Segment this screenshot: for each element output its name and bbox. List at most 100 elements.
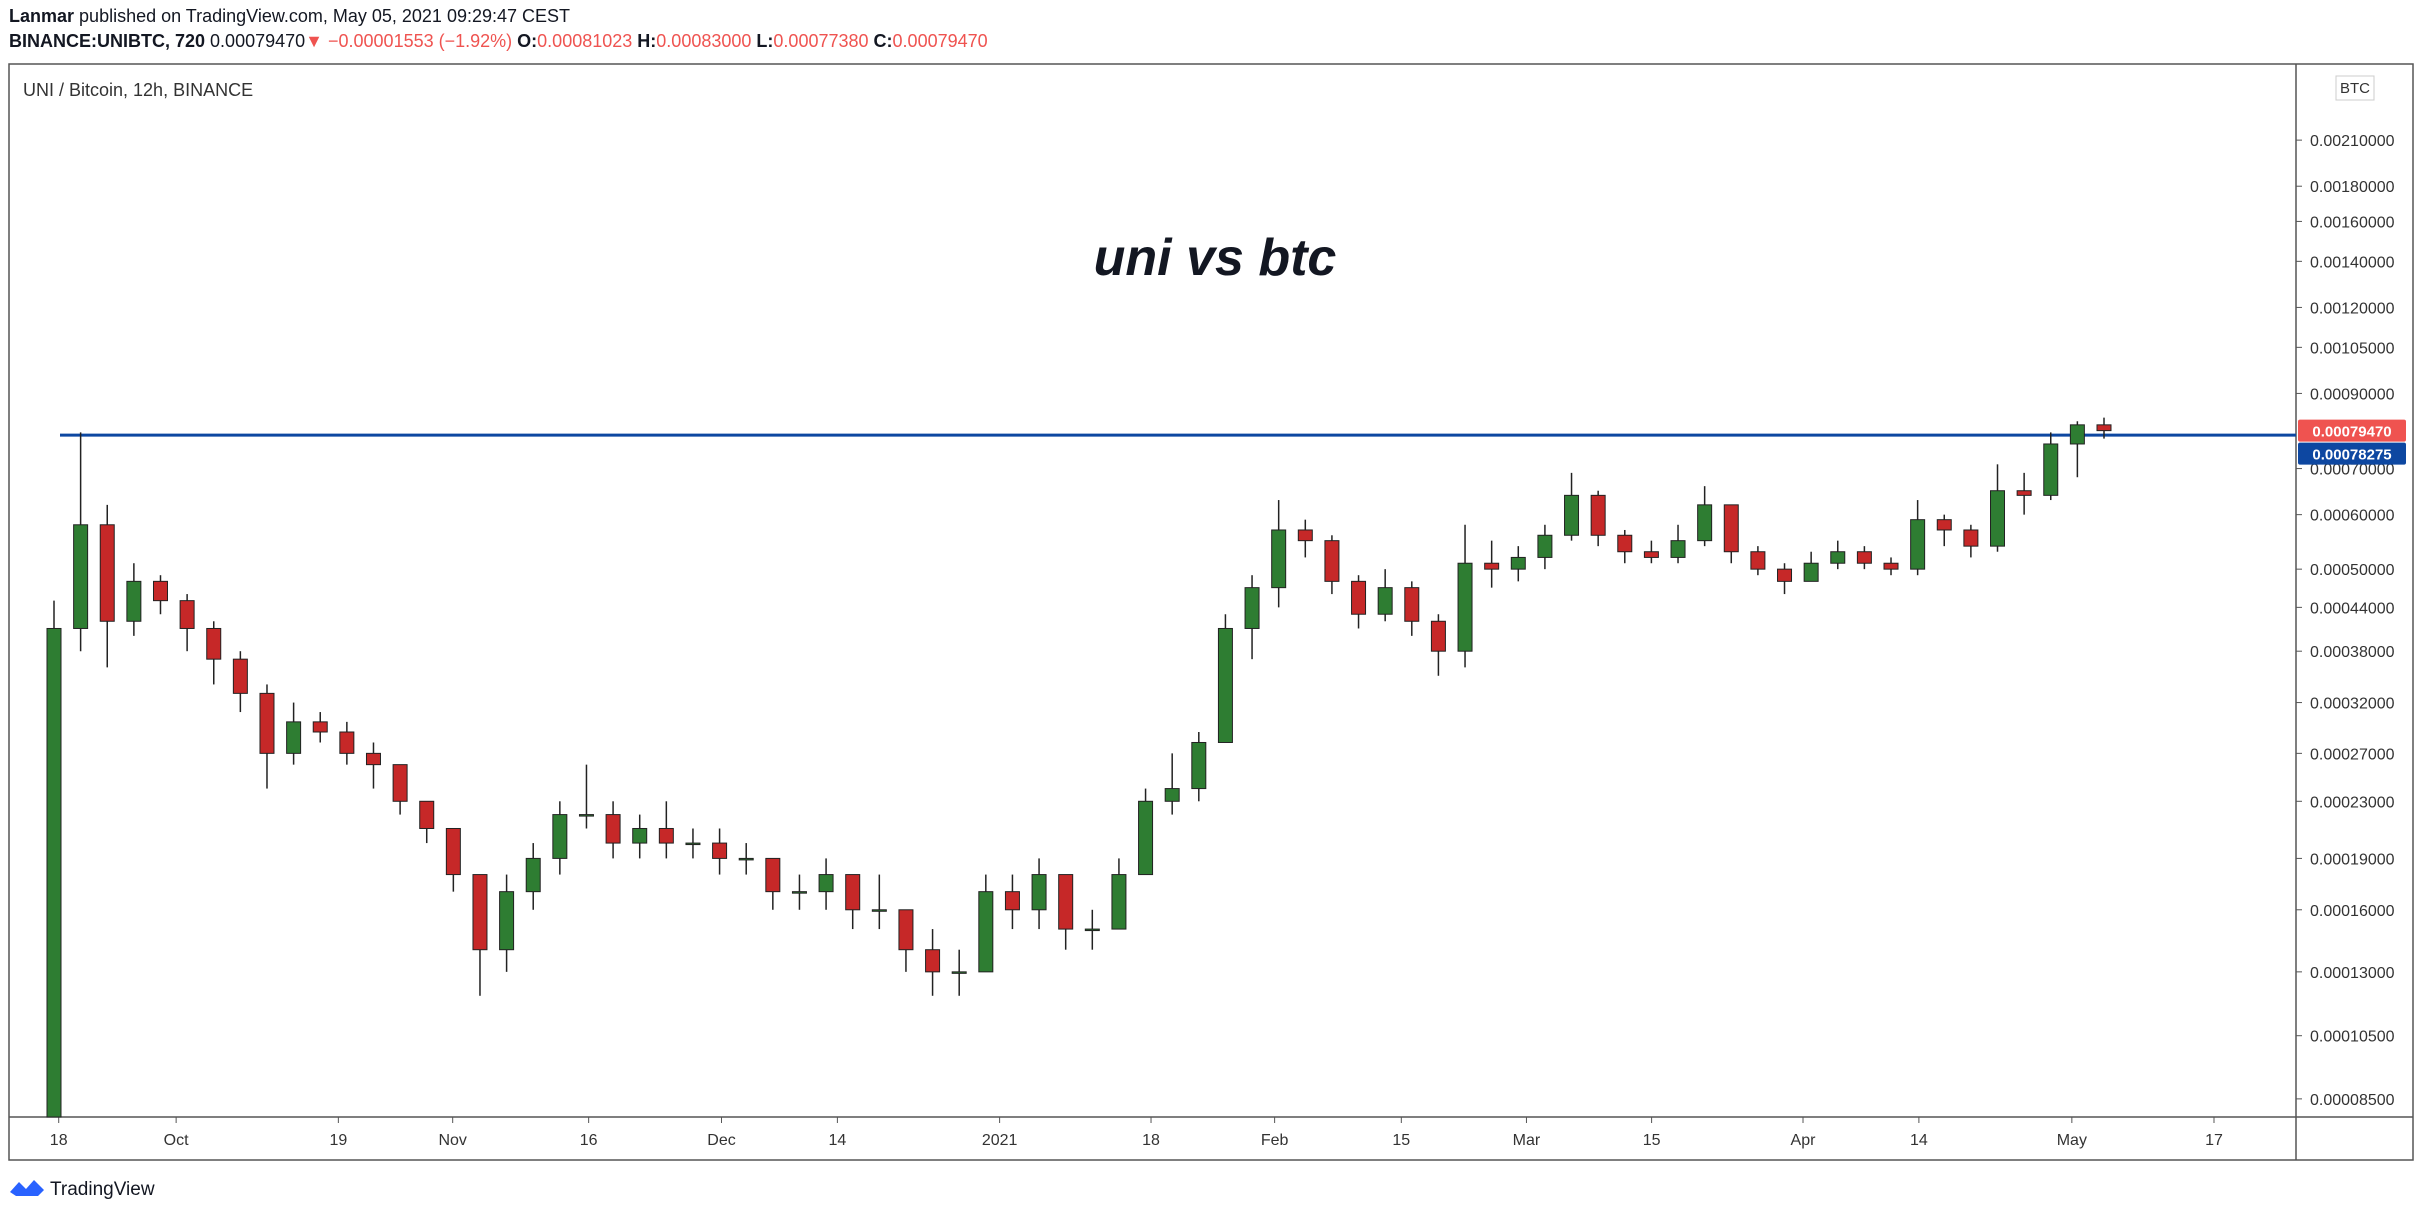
unit-box [2335,75,2375,101]
chart-title: UNI / Bitcoin, 12h, BINANCE [23,80,253,100]
y-tick-label: 0.00013000 [2310,965,2395,982]
ohlc-value: 0.00077380 [773,31,869,51]
y-tick-label: 0.00180000 [2310,179,2395,196]
y-tick-label: 0.00027000 [2310,746,2395,763]
candle-body [1271,529,1287,589]
candle-body [1830,551,1846,564]
y-tick-label: 0.00016000 [2310,903,2395,920]
candle-body [978,891,994,973]
candle-body [951,971,967,974]
candle-body [1510,556,1526,570]
candle-body [525,857,541,893]
annotation: uni vs btc [1094,229,1337,287]
candle-body [1670,540,1686,558]
author: Lanmar [9,6,75,26]
candle-body [898,909,914,951]
x-tick-label: Mar [1513,1132,1541,1149]
candle-body [1883,562,1899,570]
candle-body [1777,568,1793,582]
candle-body [1537,534,1553,558]
candle-body [445,827,461,876]
symbol: BINANCE:UNIBTC, 720 [9,31,206,51]
x-tick-label: May [2057,1132,2087,1149]
ohlc-value: 0.00083000 [656,31,752,51]
price-tag-label: 0.00078275 [2312,447,2391,464]
ohlc-key: C: [873,31,893,51]
candle-body [738,857,754,861]
x-tick-label: 15 [1643,1132,1661,1149]
candle-body [365,752,381,766]
x-tick-label: Oct [164,1132,189,1149]
y-tick-label: 0.00060000 [2310,508,2395,525]
candle-body [1457,562,1473,652]
candle-body [1191,741,1207,790]
y-tick-label: 0.00044000 [2310,600,2395,617]
candle-body [1004,891,1020,911]
header-line-2: BINANCE:UNIBTC, 720 0.00079470▼ −0.00001… [9,31,988,52]
price-tag-label: 0.00079470 [2312,424,2391,441]
x-tick-label: Feb [1261,1132,1289,1149]
candle-body [1723,504,1739,553]
ohlc-value: 0.00079470 [892,31,988,51]
y-tick-label: 0.00050000 [2310,562,2395,579]
y-tick-label: 0.00032000 [2310,696,2395,713]
candle-body [685,842,701,846]
price: 0.00079470 [210,31,306,51]
candle-body [578,814,594,817]
x-tick-label: 16 [580,1132,598,1149]
candle-body [1430,620,1446,652]
candle-body [232,658,248,694]
ohlc-value: 0.00081023 [537,31,633,51]
candle-body [392,764,408,802]
candle-body [2016,490,2032,496]
x-tick-label: Dec [707,1132,735,1149]
candle-body [712,842,728,859]
y-unit: BTC [2340,80,2370,97]
candle-body [1084,928,1100,932]
published: published on TradingView.com, May 05, 20… [79,6,571,26]
candle-body [179,600,195,629]
candle-body [1377,587,1393,615]
x-tick-label: 14 [828,1132,846,1149]
candle-body [99,524,115,622]
ohlc-key: O: [517,31,538,51]
candle-body [152,580,168,602]
x-tick-label: Nov [438,1132,466,1149]
price-tag [2298,442,2406,465]
candle-body [1217,627,1233,743]
candle-body [1031,874,1047,911]
candle-body [286,721,302,754]
candle-body [1244,587,1260,629]
candle-body [1564,494,1580,536]
candle-body [1297,529,1313,542]
candle-body [1058,874,1074,930]
x-tick-label: 15 [1392,1132,1410,1149]
candle-body [2043,443,2059,496]
candle-body [1910,519,1926,570]
candle-body [206,627,222,660]
candle-body [605,814,621,844]
y-tick-label: 0.00210000 [2310,133,2395,150]
candle-body [1856,551,1872,564]
y-tick-label: 0.00008500 [2310,1092,2395,1109]
candle-body [765,857,781,893]
y-tick-label: 0.00038000 [2310,644,2395,661]
x-tick-label: 18 [50,1132,68,1149]
candle-body [1697,504,1713,542]
y-tick-label: 0.00019000 [2310,851,2395,868]
y-tick-label: 0.00010500 [2310,1029,2395,1046]
candle-body [1803,562,1819,582]
candle-body [925,949,941,973]
candle-body [1324,540,1340,582]
ohlc: O:0.00081023 H:0.00083000 L:0.00077380 C… [517,31,987,51]
candle-body [845,874,861,911]
candle-body [1351,580,1367,615]
x-tick-label: 17 [2205,1132,2223,1149]
candle-body [1590,494,1606,536]
candle-body [1404,587,1420,622]
candle-body [1111,874,1127,930]
candle-body [1484,562,1500,570]
ohlc-key: L: [756,31,774,51]
candle-body [1617,534,1633,553]
candle-body [499,891,515,951]
